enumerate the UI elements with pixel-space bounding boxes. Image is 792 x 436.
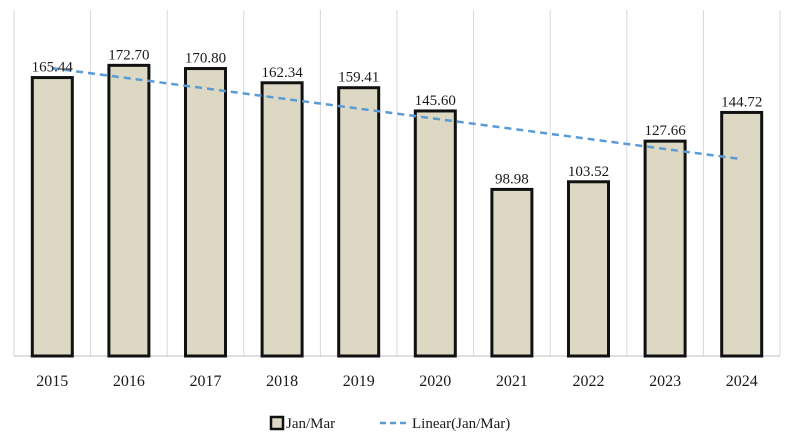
bar-2018 — [260, 81, 304, 358]
x-tick-2019: 2019 — [343, 373, 375, 390]
bar-2016 — [107, 63, 151, 358]
x-tick-2024: 2024 — [726, 373, 758, 390]
x-tick-labels: 2015 2016 2017 2018 2019 2020 2021 2022 2023 2024 — [36, 373, 757, 390]
x-tick-2016: 2016 — [113, 373, 145, 390]
bar-2024 — [720, 110, 764, 358]
bar-2021 — [490, 187, 534, 358]
bar-2017 — [184, 67, 227, 358]
x-tick-2015: 2015 — [36, 373, 68, 390]
value-label-2018: 162.34 — [261, 65, 303, 81]
bar-2023 — [643, 139, 687, 358]
value-label-2022: 103.52 — [568, 164, 609, 180]
legend-swatch-bar — [269, 415, 285, 431]
x-tick-2022: 2022 — [573, 373, 605, 390]
bar-2015 — [30, 76, 74, 358]
value-labels: 165.44 172.70 170.80 162.34 159.41 145.60 98.9… — [32, 47, 763, 187]
gridlines — [13, 10, 781, 356]
x-tick-2018: 2018 — [266, 373, 298, 390]
x-tick-2021: 2021 — [496, 373, 528, 390]
value-label-2021: 98.98 — [495, 171, 529, 187]
legend-label-trend: Linear(Jan/Mar) — [412, 416, 510, 432]
x-tick-2020: 2020 — [419, 373, 451, 390]
value-label-2017: 170.80 — [185, 51, 226, 67]
value-label-2023: 127.66 — [644, 123, 686, 139]
bar-2020 — [413, 109, 457, 358]
value-label-2020: 145.60 — [415, 93, 456, 109]
value-label-2024: 144.72 — [721, 94, 762, 110]
value-label-2016: 172.70 — [108, 47, 149, 63]
legend: Jan/Mar Linear(Jan/Mar) — [269, 415, 510, 432]
bar-2019 — [337, 86, 381, 358]
x-tick-2017: 2017 — [190, 373, 222, 390]
x-tick-2023: 2023 — [649, 373, 681, 390]
value-label-2015: 165.44 — [32, 60, 74, 76]
legend-label-series: Jan/Mar — [286, 416, 335, 432]
trendline — [52, 66, 742, 161]
bars — [30, 63, 764, 358]
value-label-2019: 159.41 — [338, 70, 379, 86]
bar-2022 — [567, 180, 610, 358]
